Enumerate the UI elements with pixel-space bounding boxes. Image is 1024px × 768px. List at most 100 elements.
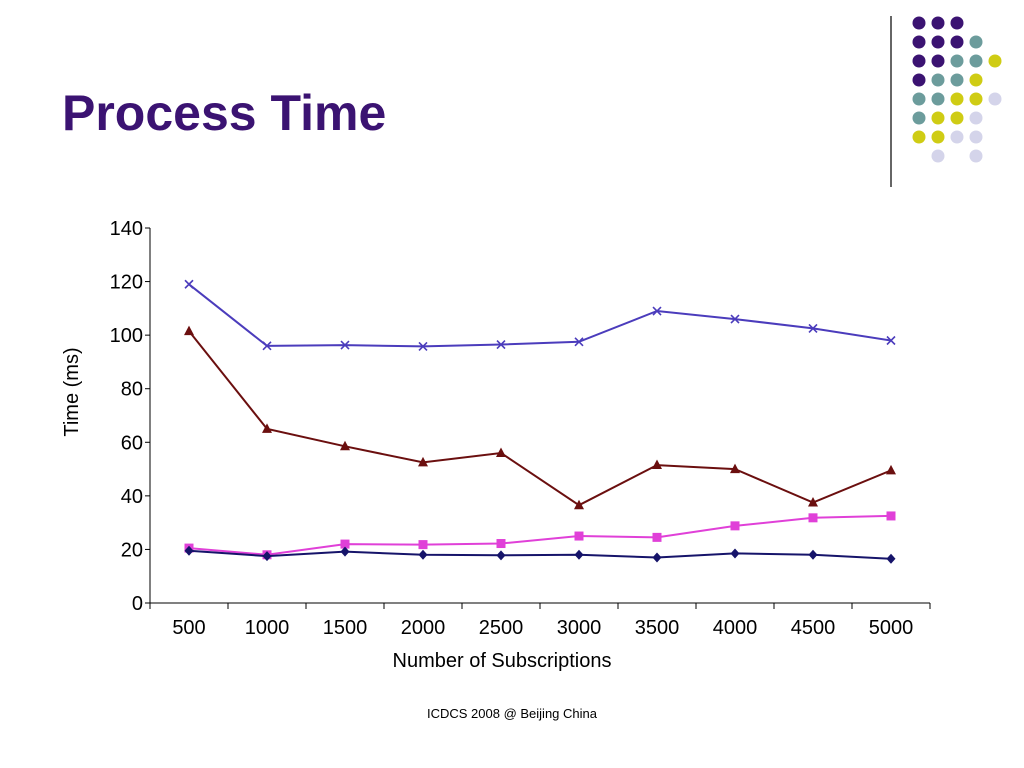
data-point — [574, 549, 584, 560]
decoration-dot — [950, 130, 964, 144]
data-point — [418, 540, 428, 550]
data-point — [184, 279, 194, 289]
data-point — [418, 341, 428, 351]
decoration-dot — [912, 92, 926, 106]
decoration-dot — [950, 35, 964, 49]
decoration-dot — [931, 130, 945, 144]
decoration-dot — [950, 111, 964, 125]
data-point — [262, 341, 272, 351]
data-point — [652, 532, 662, 542]
series-1 — [184, 279, 896, 351]
y-tick-label: 120 — [110, 272, 143, 294]
dot-grid-decoration — [890, 16, 1002, 187]
data-point — [496, 339, 506, 350]
data-point — [574, 337, 584, 347]
decoration-dot — [931, 149, 945, 163]
data-point — [496, 550, 506, 561]
slide-title: Process Time — [62, 85, 387, 141]
y-tick-label: 140 — [110, 218, 143, 240]
decoration-dot — [969, 111, 983, 125]
y-tick-label: 40 — [121, 486, 143, 508]
decoration-dot — [931, 92, 945, 106]
chart-ticks: 0 20 40 60 80 100 120 140 500 1000 1500 2000 2500 300… — [110, 218, 931, 639]
data-point — [730, 314, 740, 324]
decoration-dot — [912, 130, 926, 144]
data-point — [730, 521, 740, 531]
data-point — [730, 548, 740, 559]
x-tick-label: 1000 — [245, 617, 290, 639]
y-tick-label: 60 — [121, 432, 143, 454]
data-point — [886, 511, 896, 521]
y-tick-label: 100 — [110, 325, 143, 347]
decoration-dot — [950, 73, 964, 87]
decoration-dot — [950, 54, 964, 68]
decoration-dot — [912, 16, 926, 30]
data-point — [886, 553, 896, 564]
data-point — [730, 463, 740, 474]
x-tick-label: 2000 — [401, 617, 446, 639]
decoration-dot — [931, 35, 945, 49]
x-tick-label: 500 — [172, 617, 205, 639]
series-line — [188, 283, 892, 348]
data-point — [808, 323, 818, 334]
y-tick-label: 0 — [132, 593, 143, 615]
data-point — [574, 499, 584, 510]
data-point — [886, 464, 896, 475]
data-point — [652, 459, 662, 470]
series-line — [188, 549, 892, 560]
decoration-dot — [988, 92, 1002, 106]
data-point — [340, 340, 350, 350]
x-tick-label: 3500 — [635, 617, 680, 639]
decoration-dot — [969, 73, 983, 87]
x-tick-label: 4500 — [791, 617, 836, 639]
data-point — [184, 325, 194, 336]
x-tick-label: 3000 — [557, 617, 602, 639]
decoration-dot — [969, 92, 983, 106]
y-tick-label: 80 — [121, 379, 143, 401]
x-tick-label: 1500 — [323, 617, 368, 639]
data-point — [652, 306, 662, 316]
data-point — [262, 551, 272, 562]
x-tick-label: 4000 — [713, 617, 758, 639]
series-3 — [184, 511, 896, 560]
footer-text: ICDCS 2008 @ Beijing China — [426, 706, 597, 721]
decoration-dot — [931, 111, 945, 125]
chart-axes — [149, 228, 930, 604]
decoration-dot — [912, 35, 926, 49]
data-point — [340, 440, 350, 451]
chart-series — [184, 279, 896, 564]
decoration-dot — [950, 92, 964, 106]
decoration-dot — [969, 130, 983, 144]
data-point — [184, 545, 194, 556]
series-4 — [184, 545, 896, 564]
decoration-dot — [950, 16, 964, 30]
data-point — [808, 513, 818, 523]
series-line — [188, 514, 892, 556]
decoration-dot — [912, 73, 926, 87]
data-point — [340, 546, 350, 557]
decoration-dot — [931, 73, 945, 87]
series-2 — [184, 325, 896, 510]
data-point — [574, 531, 584, 541]
decoration-dot — [931, 16, 945, 30]
decoration-dot — [931, 54, 945, 68]
x-axis-label: Number of Subscriptions — [393, 650, 612, 672]
y-tick-label: 20 — [121, 539, 143, 561]
data-point — [808, 497, 818, 507]
data-point — [418, 549, 428, 560]
data-point — [262, 423, 272, 433]
x-tick-label: 5000 — [869, 617, 914, 639]
decoration-dot — [912, 111, 926, 125]
slide-footer: ICDCS 2008 @ Beijing China — [0, 706, 1024, 721]
data-point — [496, 447, 506, 457]
decoration-dot — [969, 149, 983, 163]
decoration-dot — [988, 54, 1002, 68]
data-point — [418, 456, 428, 467]
decoration-dot — [969, 35, 983, 49]
data-point — [496, 539, 506, 549]
y-axis-label: Time (ms) — [61, 347, 83, 436]
x-tick-label: 2500 — [479, 617, 524, 639]
data-point — [886, 335, 896, 346]
data-point — [340, 539, 350, 549]
